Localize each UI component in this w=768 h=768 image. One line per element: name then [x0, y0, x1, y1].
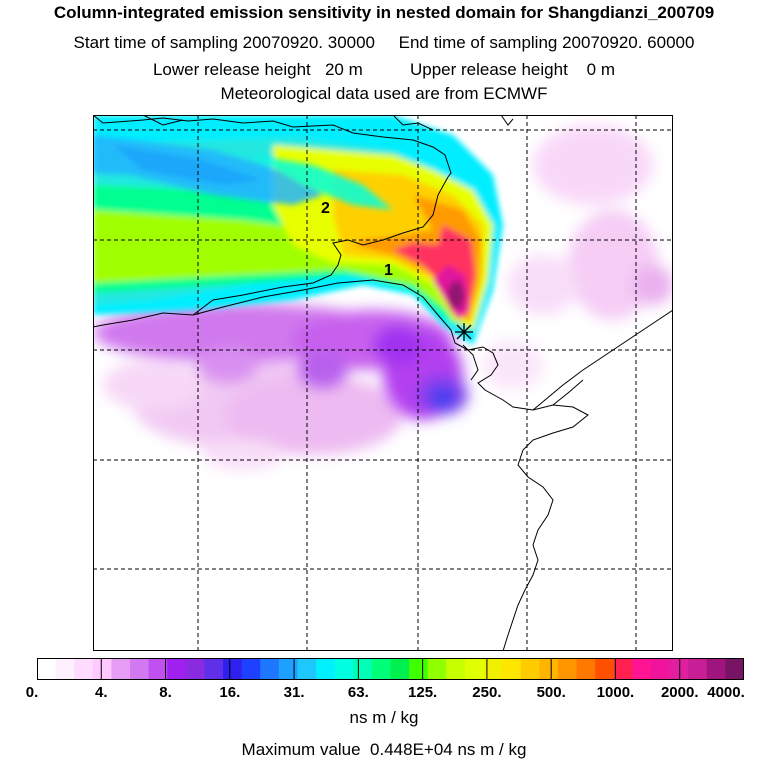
colorbar-swatch: [241, 658, 261, 680]
colorbar-swatch: [111, 658, 131, 680]
map-frame: [93, 115, 673, 651]
colorbar-swatch: [55, 658, 75, 680]
colorbar-tick-label: 16.: [219, 684, 241, 701]
cluster-label-2: 2: [321, 200, 330, 217]
colorbar-swatch: [371, 658, 391, 680]
colorbar-swatch: [278, 658, 298, 680]
colorbar-swatch: [502, 658, 522, 680]
colorbar-swatch: [148, 658, 168, 680]
colorbar-tick-label: 125.: [408, 684, 438, 701]
colorbar-tick-label: 8.: [159, 684, 172, 701]
colorbar-tick-label: 4000.: [707, 684, 745, 701]
sensitivity-map: 2 1: [93, 115, 673, 651]
colorbar-swatch: [464, 658, 485, 680]
colorbar-swatch: [706, 658, 726, 680]
cluster-label-1: 1: [384, 262, 393, 279]
maximum-value-note: Maximum value 0.448E+04 ns m / kg: [241, 740, 527, 759]
colorbar-tick-label: 31.: [283, 684, 305, 701]
colorbar-swatch: [185, 658, 205, 680]
colorbar-tick-label: 0.: [25, 684, 39, 701]
colorbar-swatch: [130, 658, 150, 680]
colorbar-swatch: [297, 658, 317, 680]
sampling-time-line: Start time of sampling 20070920. 30000 E…: [73, 33, 695, 52]
colorbar-swatch: [632, 658, 652, 680]
map-gridlines: [93, 115, 673, 651]
colorbar-frame: [37, 658, 744, 680]
colorbar-tick-label: 2000.: [660, 684, 699, 701]
medium-sensitivity-field: [93, 303, 468, 420]
release-height-line: Lower release height 20 m Upper release …: [152, 60, 616, 79]
colorbar-swatch: [334, 658, 354, 680]
colorbar-swatch: [223, 658, 243, 680]
colorbar-tick-label: 250.: [472, 684, 502, 701]
colorbar-swatch: [520, 658, 540, 680]
colorbar-swatch: [557, 658, 578, 680]
colorbar-swatch: [409, 658, 429, 680]
colorbar: [37, 658, 744, 680]
coastlines: [93, 115, 673, 651]
colorbar-tick-label: 500.: [536, 684, 566, 701]
map-title: Column-integrated emission sensitivity i…: [53, 3, 715, 22]
colorbar-swatch: [316, 658, 336, 680]
colorbar-tick-label: 1000.: [596, 684, 635, 701]
colorbar-swatch: [595, 658, 615, 680]
colorbar-units: ns m / kg: [349, 708, 419, 727]
meteorological-data-line: Meteorological data used are from ECMWF: [220, 84, 548, 103]
plume-core-detail: [93, 135, 393, 210]
colorbar-swatch: [167, 658, 187, 680]
colorbar-swatch: [688, 658, 708, 680]
colorbar-swatch: [650, 658, 671, 680]
colorbar-swatch: [390, 658, 410, 680]
colorbar-swatch: [92, 658, 112, 680]
colorbar-swatch: [613, 658, 633, 680]
colorbar-swatch: [260, 658, 280, 680]
colorbar-swatch: [446, 658, 466, 680]
receptor-marker: [455, 323, 473, 341]
colorbar-swatch: [725, 658, 744, 680]
colorbar-swatch: [37, 658, 57, 680]
colorbar-swatch: [539, 658, 559, 680]
colorbar-swatch: [204, 658, 224, 680]
colorbar-swatch: [427, 658, 447, 680]
colorbar-swatch: [576, 658, 596, 680]
colorbar-swatch: [483, 658, 503, 680]
colorbar-tick-label: 4.: [95, 684, 108, 701]
colorbar-swatch: [669, 658, 689, 680]
colorbar-swatch: [74, 658, 94, 680]
colorbar-swatch: [353, 658, 373, 680]
colorbar-tick-label: 63.: [347, 684, 369, 701]
